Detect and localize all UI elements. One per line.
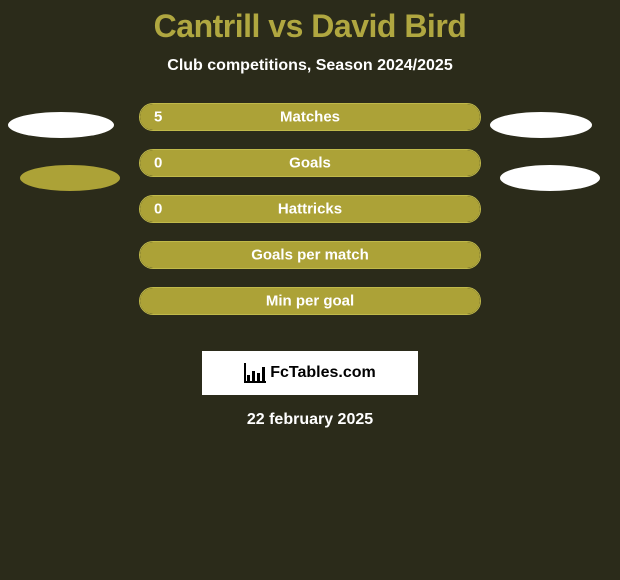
stat-bar-row: 0 Goals: [139, 149, 481, 177]
stat-bar-row: Goals per match: [139, 241, 481, 269]
stat-bar-row: 5 Matches: [139, 103, 481, 131]
bar-chart-icon: [244, 363, 266, 383]
decorative-ellipse: [8, 112, 114, 138]
stat-bar-row: Min per goal: [139, 287, 481, 315]
logo-text: FcTables.com: [270, 364, 376, 382]
decorative-ellipse: [20, 165, 120, 191]
stat-bar-label: Hattricks: [278, 201, 342, 218]
stats-area: 5 Matches 0 Goals 0 Hattricks Goals per match M…: [0, 103, 620, 343]
stat-bar-label: Matches: [280, 109, 340, 126]
bar-chart-icon-bars: [247, 367, 265, 381]
comparison-card: Cantrill vs David Bird Club competitions…: [0, 0, 620, 429]
stat-bar-value: 5: [154, 109, 162, 126]
stat-bar-value: 0: [154, 155, 162, 172]
decorative-ellipse: [490, 112, 592, 138]
logo-inner: FcTables.com: [244, 363, 376, 383]
stat-bars: 5 Matches 0 Goals 0 Hattricks Goals per match M…: [139, 103, 481, 315]
date-label: 22 february 2025: [0, 411, 620, 429]
stat-bar-label: Min per goal: [266, 293, 354, 310]
decorative-ellipse: [500, 165, 600, 191]
page-subtitle: Club competitions, Season 2024/2025: [0, 57, 620, 75]
stat-bar-value: 0: [154, 201, 162, 218]
stat-bar-label: Goals: [289, 155, 331, 172]
stat-bar-label: Goals per match: [251, 247, 369, 264]
stat-bar-row: 0 Hattricks: [139, 195, 481, 223]
page-title: Cantrill vs David Bird: [0, 8, 620, 45]
site-logo: FcTables.com: [202, 351, 418, 395]
